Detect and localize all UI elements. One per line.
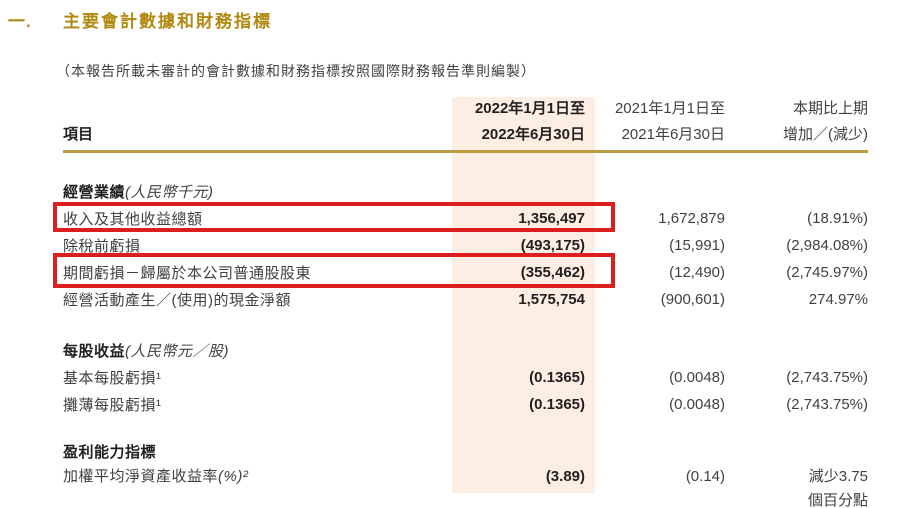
header-period-2022-line1: 2022年1月1日至 <box>474 100 585 117</box>
section-unit-note: (人民幣元／股) <box>125 343 230 360</box>
row-label-note: (%)² <box>218 468 249 485</box>
header-change: 本期比上期 增加／(減少) <box>725 96 868 148</box>
row-label: 期間虧損－歸屬於本公司普通股股東 <box>63 265 312 282</box>
spacer <box>63 418 868 438</box>
section-title: 每股收益(人民幣元／股) <box>63 340 452 361</box>
value-2021: 1,672,879 <box>658 210 725 227</box>
value-change: (2,745.97%) <box>786 264 868 281</box>
value-2022: (3.89) <box>545 468 585 485</box>
value-2022: (0.1365) <box>529 369 585 386</box>
header-rule <box>63 150 868 153</box>
value-2021: (0.0048) <box>669 396 725 413</box>
header-period-2021-line2: 2021年6月30日 <box>621 126 725 143</box>
header-period-2021: 2021年1月1日至 2021年6月30日 <box>595 96 725 148</box>
value-change: (2,743.75%) <box>786 369 868 386</box>
value-2021: (12,490) <box>669 264 725 281</box>
section-row-profitability: 盈利能力指標 <box>63 438 868 465</box>
page-subtitle: （本報告所載未審計的會計數據和財務指標按照國際財務報告準則編製） <box>56 63 536 79</box>
value-change: 減少3.75 個百分點 <box>807 468 868 508</box>
value-2021: (0.14) <box>685 468 725 485</box>
spacer <box>63 160 868 178</box>
section-title-text: 每股收益 <box>63 343 126 360</box>
value-change: 274.97% <box>808 291 868 308</box>
table-row: 基本每股虧損¹ (0.1365) (0.0048) (2,743.75%) <box>63 364 868 391</box>
spacer <box>63 313 868 337</box>
row-label: 加權平均淨資產收益率(%)² <box>63 465 452 489</box>
header-period-2022: 2022年1月1日至 2022年6月30日 <box>452 96 595 148</box>
row-label: 攤薄每股虧損¹ <box>63 397 162 414</box>
row-label: 基本每股虧損¹ <box>63 370 162 387</box>
section-row-operating-results: 經營業績(人民幣千元) <box>63 178 868 205</box>
highlight-box-period-loss <box>53 253 615 288</box>
value-2022: (0.1365) <box>529 396 585 413</box>
row-label-text: 加權平均淨資產收益率 <box>63 468 219 485</box>
value-2022: 1,575,754 <box>518 291 585 308</box>
section-number: 一. <box>8 12 32 31</box>
value-change: (2,743.75%) <box>786 396 868 413</box>
value-2022: (355,462) <box>520 264 585 281</box>
section-unit-note: (人民幣千元) <box>125 184 214 201</box>
table-row: 除稅前虧損 (493,175) (15,991) (2,984.08%) <box>63 232 868 259</box>
section-title-text: 經營業績 <box>63 184 126 201</box>
section-title: 盈利能力指標 <box>63 441 452 462</box>
page-title: 主要會計數據和財務指標 <box>63 12 272 31</box>
header-item: 項目 <box>63 126 94 143</box>
table-row: 經營活動產生／(使用)的現金淨額 1,575,754 (900,601) 274… <box>63 286 868 313</box>
table-body: 經營業績(人民幣千元) 收入及其他收益總額 1,356,497 1,672,87… <box>63 160 868 508</box>
section-title: 經營業績(人民幣千元) <box>63 181 452 202</box>
header-change-line2: 增加／(減少) <box>783 126 868 143</box>
header-change-line1: 本期比上期 <box>792 100 868 117</box>
row-label: 收入及其他收益總額 <box>63 211 203 228</box>
table-row: 期間虧損－歸屬於本公司普通股股東 (355,462) (12,490) (2,7… <box>63 259 868 286</box>
row-label: 除稅前虧損 <box>63 238 141 255</box>
table-row: 收入及其他收益總額 1,356,497 1,672,879 (18.91%) <box>63 205 868 232</box>
section-title-text: 盈利能力指標 <box>63 444 157 461</box>
header-period-2022-line2: 2022年6月30日 <box>481 126 585 143</box>
value-2022: 1,356,497 <box>518 210 585 227</box>
value-2021: (0.0048) <box>669 369 725 386</box>
header-period-2021-line1: 2021年1月1日至 <box>614 100 725 117</box>
table-row: 加權平均淨資產收益率(%)² (3.89) (0.14) 減少3.75 個百分點 <box>63 465 868 508</box>
value-change: (2,984.08%) <box>786 237 868 254</box>
table-header: 項目 2022年1月1日至 2022年6月30日 2021年1月1日至 2021… <box>63 96 868 148</box>
highlight-box-revenue <box>53 202 615 232</box>
value-change: (18.91%) <box>807 210 868 227</box>
row-label: 經營活動產生／(使用)的現金淨額 <box>63 292 291 309</box>
value-2021: (15,991) <box>669 237 725 254</box>
table-row: 攤薄每股虧損¹ (0.1365) (0.0048) (2,743.75%) <box>63 391 868 418</box>
value-2021: (900,601) <box>660 291 725 308</box>
section-row-eps: 每股收益(人民幣元／股) <box>63 337 868 364</box>
current-period-column-highlight <box>452 97 595 493</box>
value-2022: (493,175) <box>520 237 585 254</box>
